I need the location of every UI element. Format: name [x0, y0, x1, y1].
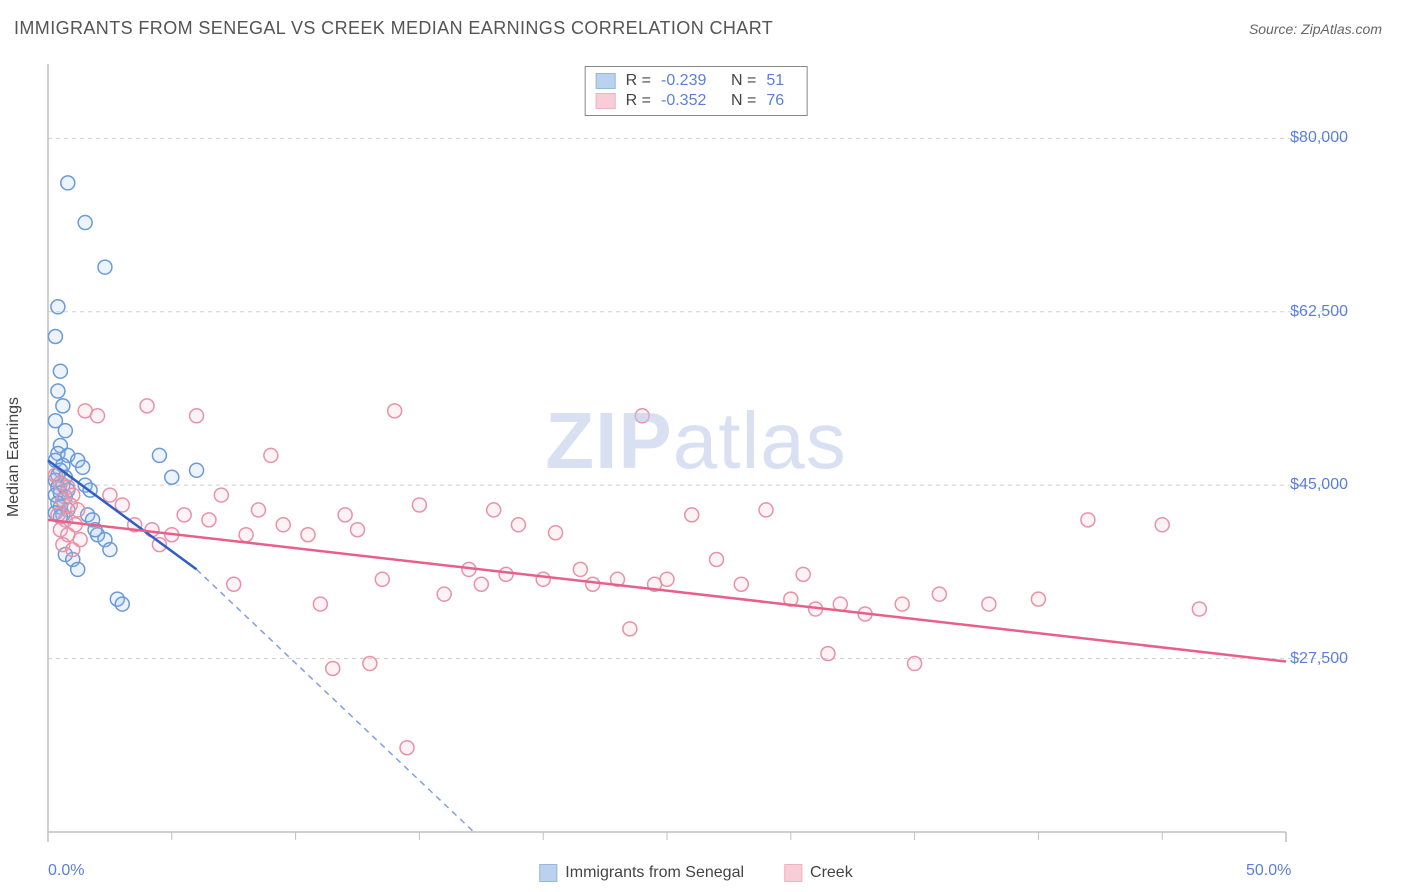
legend-swatch: [596, 73, 616, 89]
y-tick-label: $62,500: [1290, 303, 1348, 321]
r-label: R =: [626, 72, 651, 90]
y-tick-label: $80,000: [1290, 129, 1348, 147]
legend-item-creek: Creek: [784, 864, 853, 882]
source-attribution: Source: ZipAtlas.com: [1249, 21, 1382, 37]
x-tick-label: 50.0%: [1246, 862, 1291, 880]
x-tick-label: 0.0%: [48, 862, 84, 880]
stat-row-creek: R = -0.352 N = 76: [596, 91, 797, 111]
legend-swatch: [784, 864, 802, 882]
r-value: -0.239: [661, 72, 721, 90]
n-value: 51: [766, 72, 796, 90]
legend-swatch: [539, 864, 557, 882]
n-label: N =: [731, 92, 756, 110]
series-legend: Immigrants from Senegal Creek: [539, 864, 852, 882]
stat-row-senegal: R = -0.239 N = 51: [596, 71, 797, 91]
scatter-plot: [46, 62, 1346, 852]
legend-item-senegal: Immigrants from Senegal: [539, 864, 744, 882]
y-axis-label: Median Earnings: [5, 397, 23, 517]
r-value: -0.352: [661, 92, 721, 110]
n-value: 76: [766, 92, 796, 110]
y-tick-label: $45,000: [1290, 476, 1348, 494]
legend-label: Creek: [810, 864, 853, 882]
legend-swatch: [596, 93, 616, 109]
chart-title: IMMIGRANTS FROM SENEGAL VS CREEK MEDIAN …: [14, 18, 773, 39]
chart-area: Median Earnings ZIPatlas $27,500$45,000$…: [46, 62, 1346, 852]
correlation-legend: R = -0.239 N = 51 R = -0.352 N = 76: [585, 66, 808, 116]
n-label: N =: [731, 72, 756, 90]
y-tick-label: $27,500: [1290, 650, 1348, 668]
legend-label: Immigrants from Senegal: [565, 864, 744, 882]
r-label: R =: [626, 92, 651, 110]
